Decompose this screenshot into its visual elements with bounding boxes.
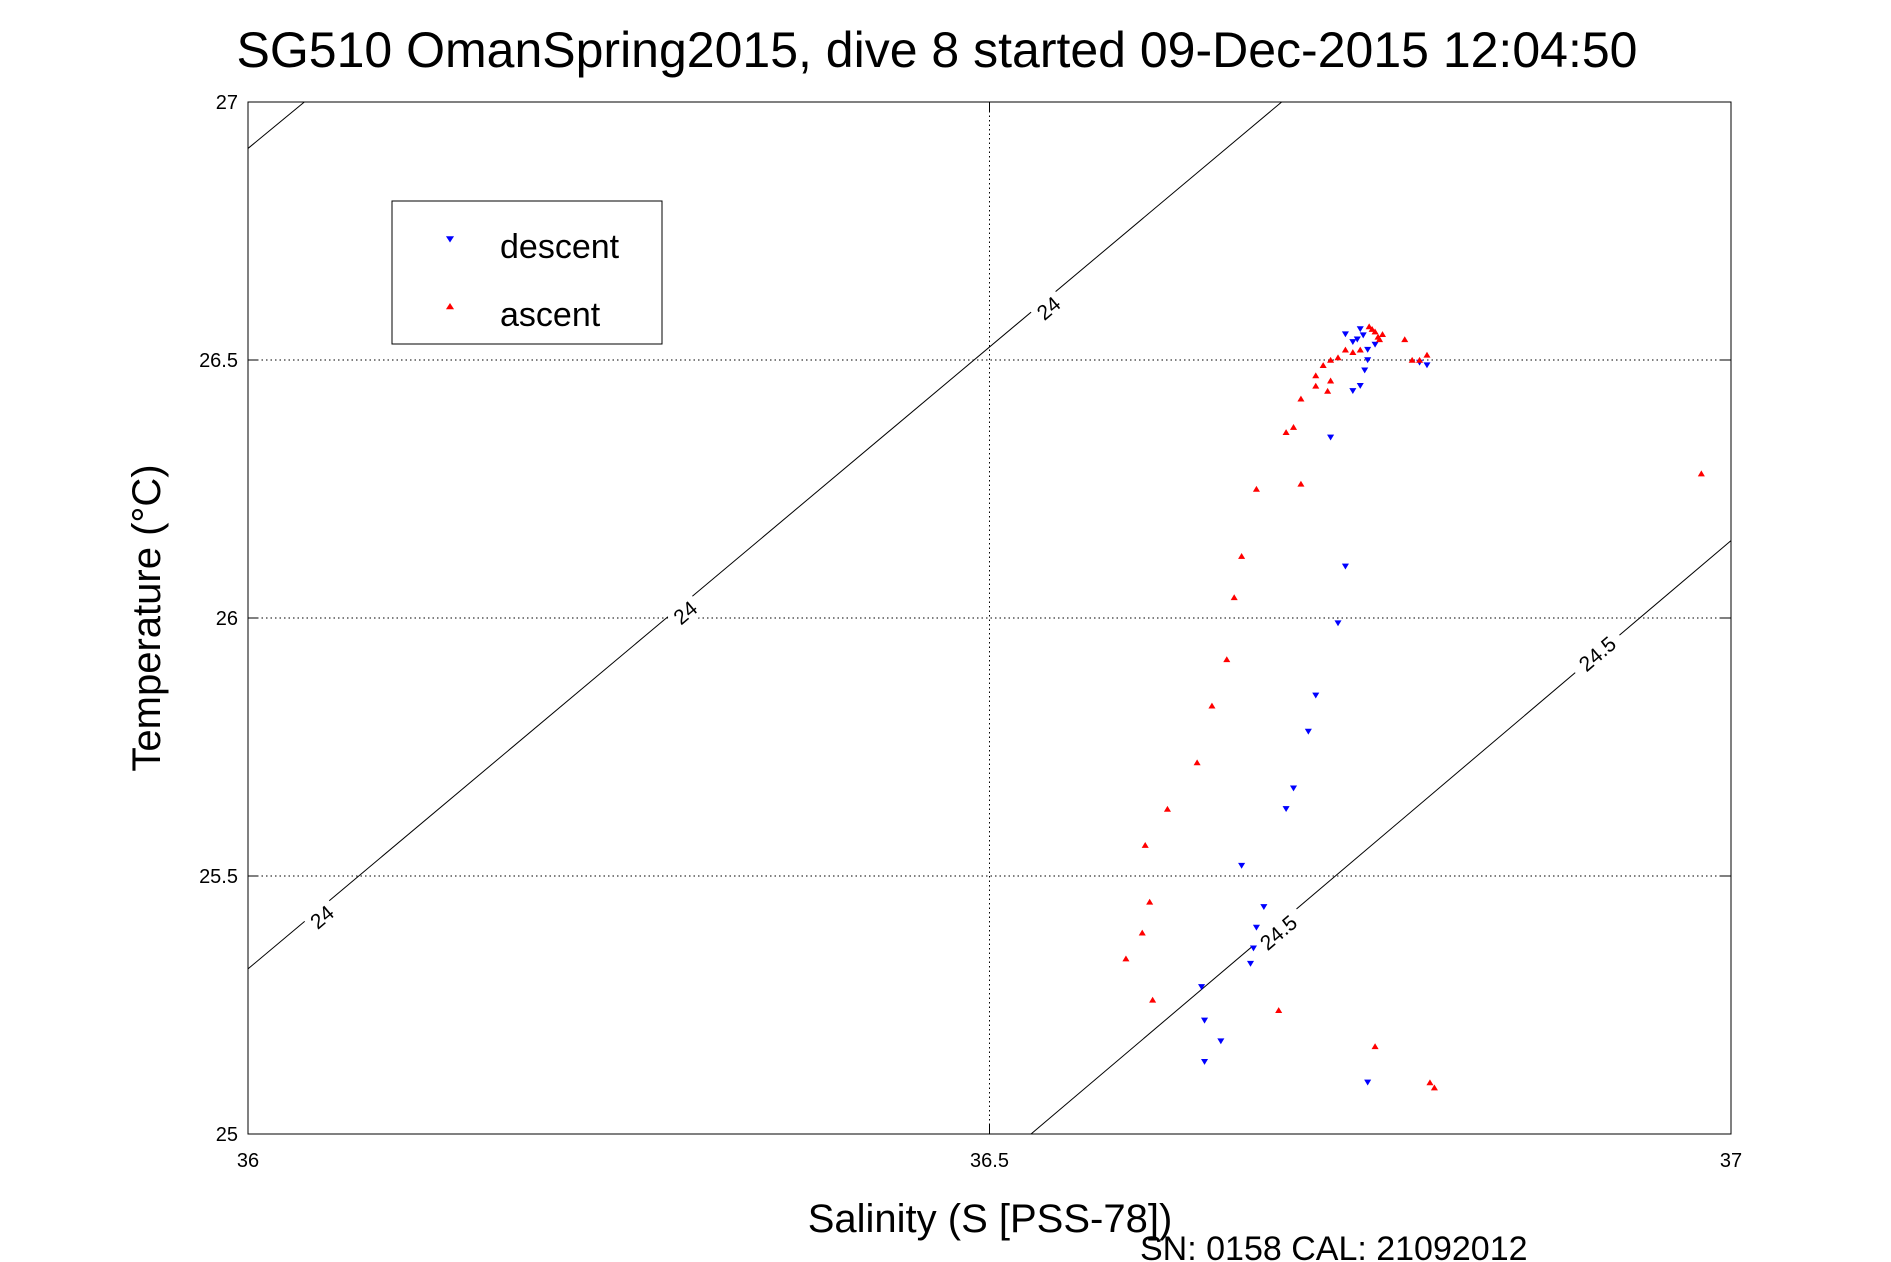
descent-point bbox=[1364, 357, 1372, 364]
x-tick-label: 36 bbox=[237, 1150, 259, 1172]
ascent-point bbox=[1252, 485, 1260, 492]
y-tick-label: 26 bbox=[216, 608, 238, 630]
descent-point bbox=[1361, 367, 1369, 374]
ascent-point bbox=[1282, 429, 1290, 436]
legend-descent-label: descent bbox=[500, 228, 620, 266]
contour-label-background bbox=[1248, 904, 1309, 961]
ascent-point bbox=[1230, 594, 1238, 601]
contour-label-background bbox=[665, 593, 706, 633]
contour-label-background bbox=[1567, 626, 1628, 683]
ascent-point bbox=[1122, 955, 1130, 962]
ascent-point bbox=[1193, 759, 1201, 766]
ascent-point bbox=[1327, 356, 1335, 363]
y-tick-label: 26.5 bbox=[199, 350, 238, 372]
ascent-point bbox=[1312, 372, 1320, 379]
x-tick-label: 36.5 bbox=[970, 1150, 1009, 1172]
ascent-point bbox=[1163, 805, 1171, 812]
ascent-point bbox=[1378, 331, 1387, 337]
ascent-point bbox=[1341, 346, 1349, 353]
descent-point bbox=[1423, 362, 1431, 369]
contour-label-background bbox=[1028, 288, 1069, 328]
ascent-point bbox=[1426, 1079, 1434, 1086]
legend: descent ascent bbox=[391, 200, 663, 345]
ascent-point bbox=[1149, 996, 1157, 1003]
descent-point bbox=[1201, 1017, 1209, 1024]
ascent-point bbox=[1416, 356, 1424, 363]
descent-point bbox=[1364, 1079, 1372, 1086]
data-points bbox=[1122, 323, 1705, 1091]
ascent-point bbox=[1297, 395, 1305, 402]
descent-point bbox=[1289, 785, 1298, 792]
descent-point bbox=[1260, 904, 1268, 911]
descent-point bbox=[1246, 960, 1255, 967]
ascent-point bbox=[1275, 1007, 1283, 1013]
ascent-point bbox=[1423, 351, 1431, 358]
x-axis-label: Salinity (S [PSS-78]) bbox=[808, 1197, 1173, 1241]
contour-label-background bbox=[302, 897, 343, 937]
descent-point bbox=[1334, 620, 1342, 627]
x-tick-label: 37 bbox=[1720, 1150, 1742, 1172]
ascent-point bbox=[1208, 702, 1216, 709]
descent-point bbox=[1252, 924, 1260, 931]
y-tick-label: 25.5 bbox=[199, 866, 238, 888]
ascent-point bbox=[1324, 387, 1332, 394]
ascent-point bbox=[1138, 929, 1146, 936]
descent-point bbox=[1349, 339, 1357, 346]
ascent-point bbox=[1356, 346, 1364, 353]
descent-point bbox=[1356, 326, 1364, 333]
descent-point bbox=[1217, 1038, 1225, 1045]
ascent-point bbox=[1289, 423, 1298, 430]
ascent-point bbox=[1327, 377, 1335, 384]
ascent-point bbox=[1223, 656, 1231, 663]
legend-ascent-marker bbox=[445, 302, 455, 310]
ascent-point bbox=[1312, 382, 1320, 389]
ascent-point bbox=[1408, 356, 1416, 363]
descent-point bbox=[1371, 341, 1379, 348]
descent-point bbox=[1341, 331, 1349, 338]
ascent-point bbox=[1401, 336, 1409, 343]
descent-point bbox=[1304, 728, 1312, 735]
grid-lines bbox=[248, 102, 1731, 1134]
descent-point bbox=[1341, 563, 1349, 570]
density-contour-24 bbox=[247, 101, 305, 149]
ascent-point bbox=[1319, 362, 1327, 368]
ascent-point bbox=[1430, 1084, 1438, 1091]
descent-point bbox=[1356, 383, 1364, 389]
descent-point bbox=[1282, 806, 1290, 813]
descent-point bbox=[1349, 388, 1357, 395]
ascent-point bbox=[1334, 354, 1342, 361]
descent-point bbox=[1249, 945, 1257, 952]
descent-point bbox=[1198, 984, 1206, 991]
chart-title: SG510 OmanSpring2015, dive 8 started 09-… bbox=[237, 22, 1638, 78]
ascent-point bbox=[1297, 480, 1305, 487]
ascent-point bbox=[1371, 1043, 1379, 1050]
ascent-point bbox=[1238, 552, 1246, 559]
y-axis-label: Temperature (°C) bbox=[125, 464, 169, 771]
ascent-point bbox=[1376, 336, 1384, 343]
legend-box bbox=[391, 200, 663, 345]
descent-point bbox=[1327, 434, 1335, 441]
descent-point bbox=[1238, 862, 1246, 869]
descent-point bbox=[1364, 346, 1372, 353]
ascent-point bbox=[1349, 349, 1357, 356]
descent-point bbox=[1359, 332, 1367, 339]
ascent-point bbox=[1697, 470, 1705, 477]
legend-ascent-label: ascent bbox=[500, 296, 601, 334]
ascent-point bbox=[1365, 323, 1373, 330]
y-tick-label: 25 bbox=[216, 1124, 238, 1146]
density-contour-24 bbox=[247, 101, 1282, 970]
ascent-point bbox=[1141, 841, 1149, 848]
legend-descent-marker bbox=[445, 236, 455, 243]
descent-point bbox=[1312, 692, 1320, 699]
descent-point bbox=[1201, 1058, 1209, 1065]
ascent-point bbox=[1146, 898, 1154, 905]
serial-calibration-footer: SN: 0158 CAL: 21092012 bbox=[1140, 1230, 1528, 1262]
y-tick-label: 27 bbox=[216, 92, 238, 114]
axis-ticks: 36 36.5 37 25 25.5 26 26.5 27 bbox=[199, 92, 1742, 1172]
